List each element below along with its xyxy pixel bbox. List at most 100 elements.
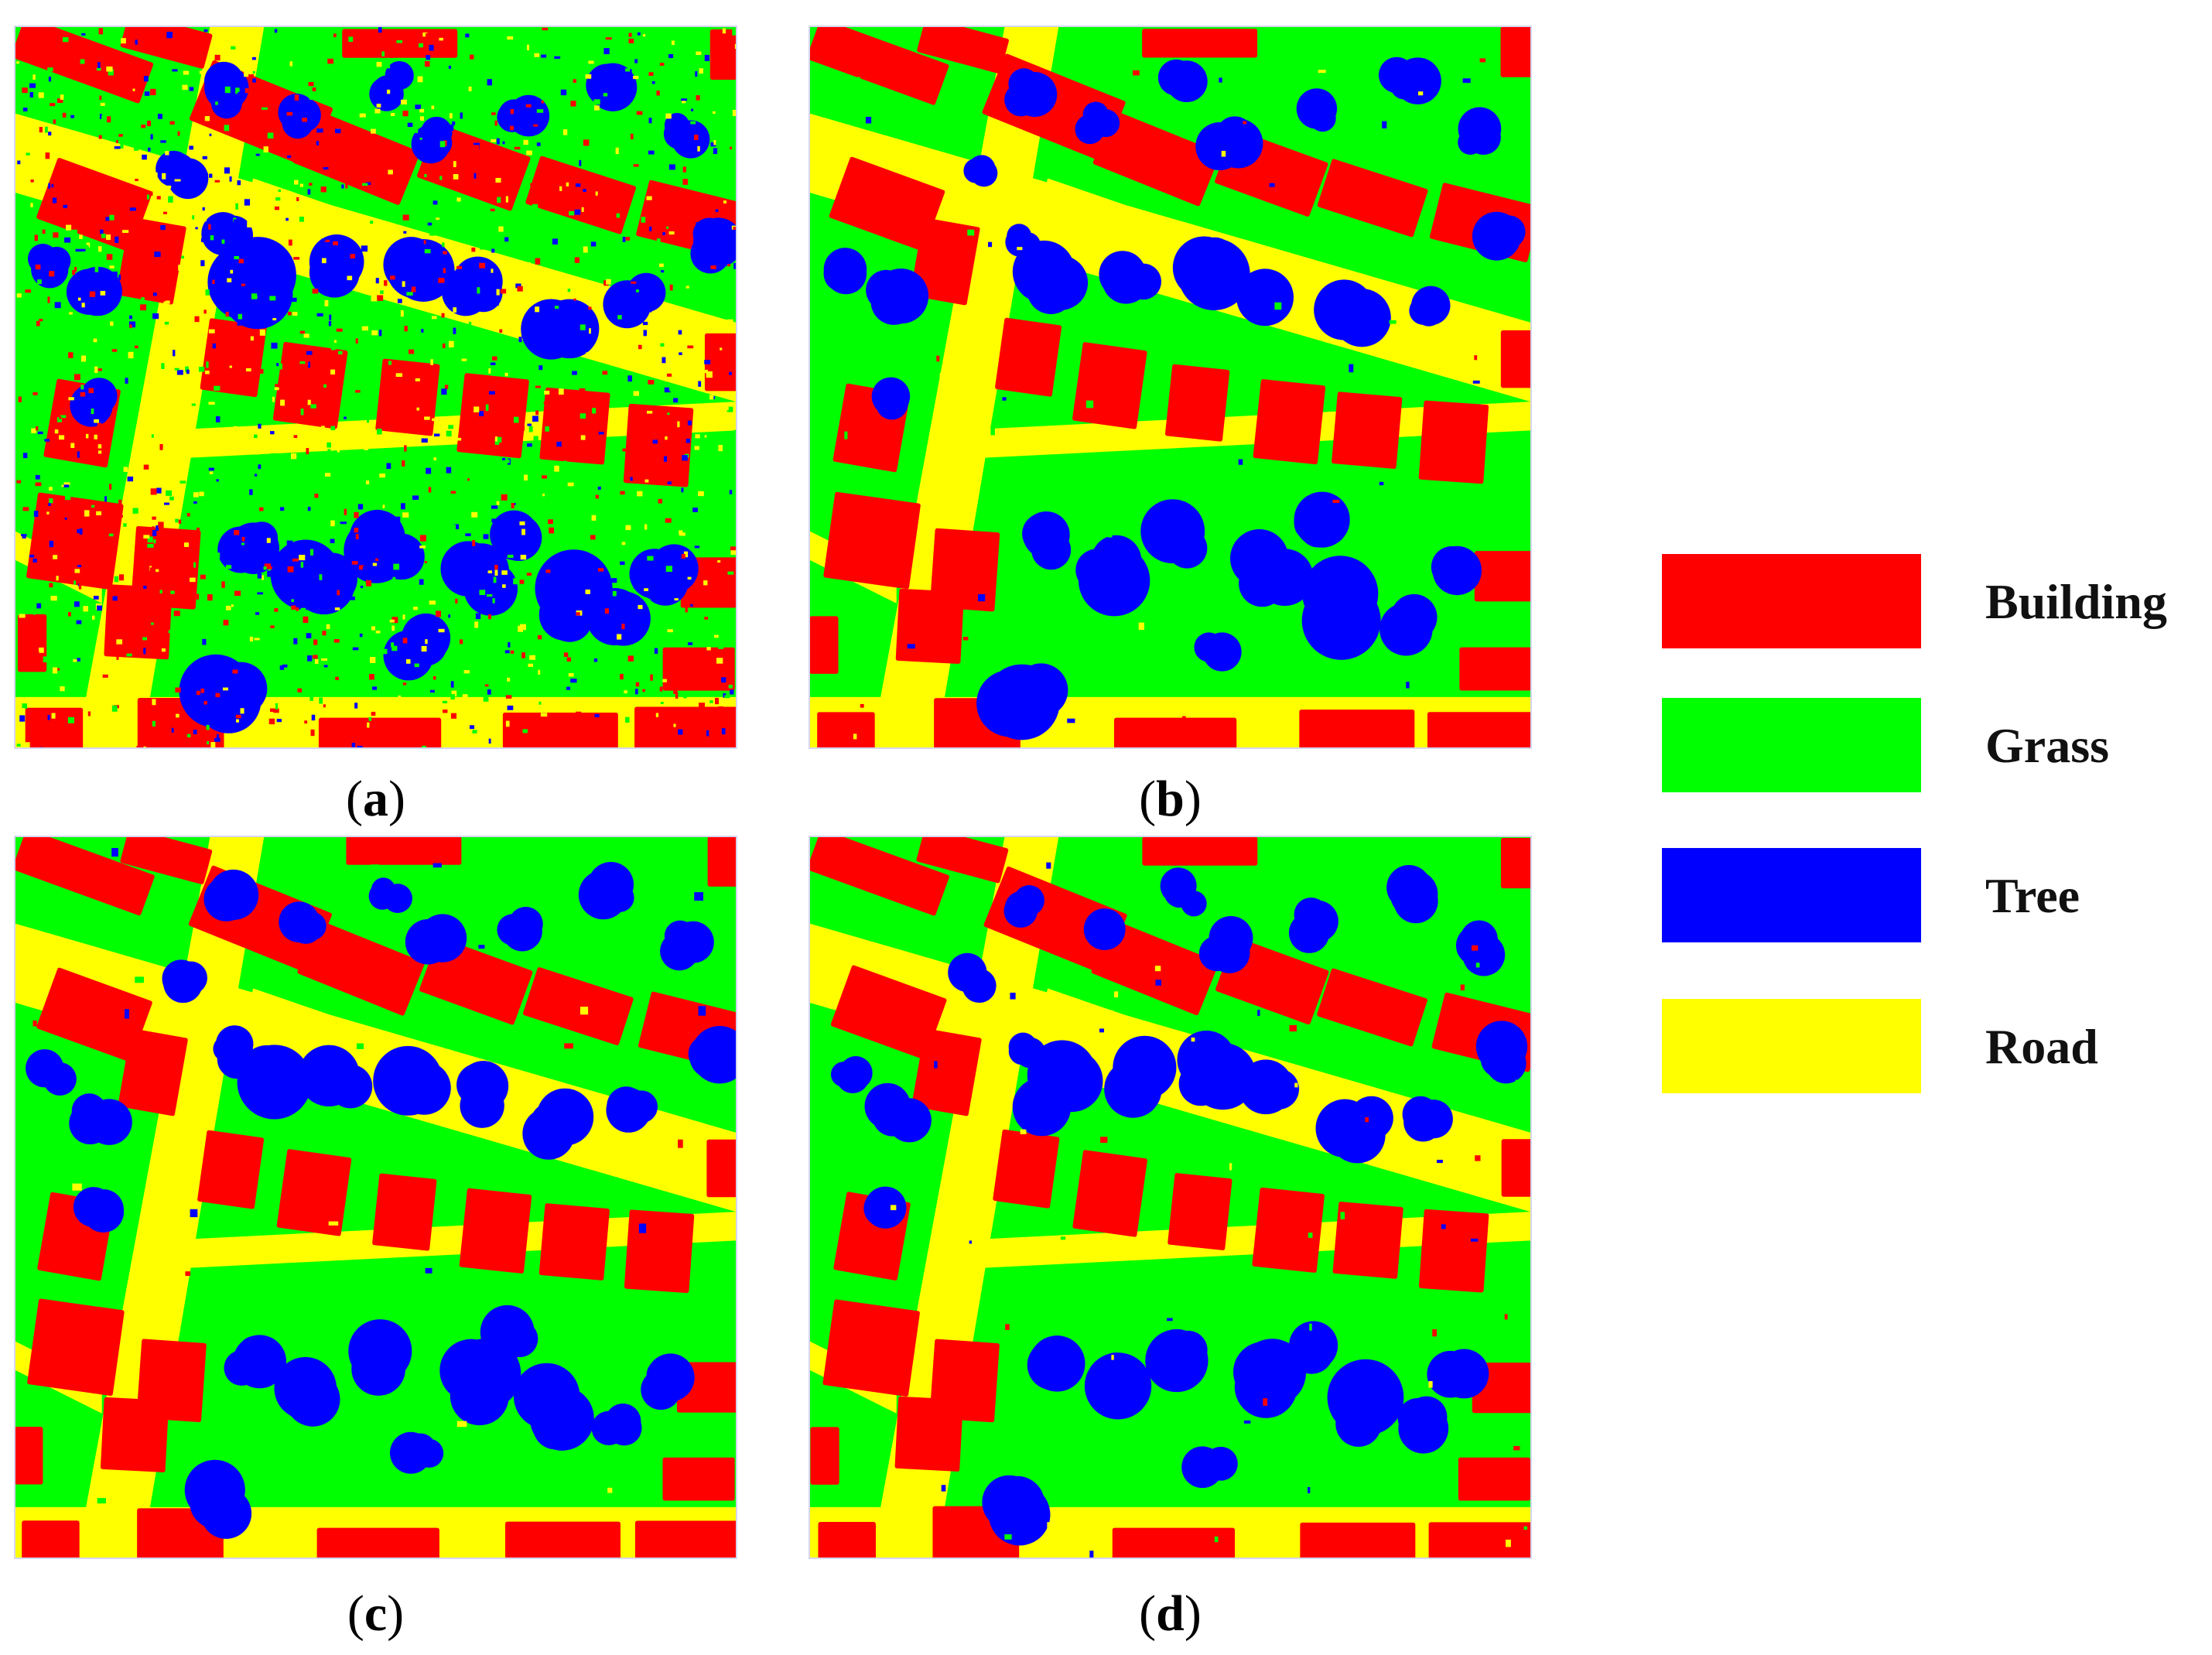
noise-pixel: [163, 300, 170, 304]
legend-swatch-road: [1662, 999, 1921, 1093]
noise-pixel: [134, 146, 139, 151]
noise-pixel: [193, 562, 196, 568]
noise-pixel: [605, 727, 610, 733]
noise-pixel: [505, 196, 508, 203]
noise-pixel: [203, 29, 208, 32]
noise-pixel: [166, 32, 173, 39]
noise-pixel: [492, 356, 497, 361]
noise-pixel: [1432, 1328, 1438, 1337]
noise-pixel: [197, 598, 203, 604]
noise-pixel: [462, 720, 467, 724]
building-region: [26, 492, 124, 590]
noise-pixel: [142, 637, 147, 641]
noise-pixel: [151, 434, 154, 438]
noise-pixel: [417, 76, 423, 83]
noise-pixel: [683, 551, 689, 558]
noise-pixel: [424, 416, 430, 420]
noise-pixel: [309, 183, 313, 186]
map-svg-b: [810, 27, 1530, 747]
noise-pixel: [74, 267, 77, 272]
noise-pixel: [569, 210, 575, 216]
noise-pixel: [378, 330, 382, 337]
noise-pixel: [121, 38, 126, 44]
noise-pixel: [502, 584, 506, 588]
noise-pixel: [152, 529, 157, 536]
noise-pixel: [558, 388, 564, 395]
noise-pixel: [520, 264, 525, 271]
noise-pixel: [566, 318, 572, 321]
noise-pixel: [225, 311, 229, 317]
noise-pixel: [46, 190, 51, 197]
building-region: [1113, 717, 1237, 747]
noise-pixel: [21, 80, 26, 84]
noise-pixel: [282, 664, 288, 668]
noise-pixel: [395, 326, 400, 330]
noise-pixel: [627, 655, 634, 662]
noise-pixel: [375, 631, 381, 634]
tree-region: [1315, 1099, 1374, 1157]
noise-pixel: [193, 492, 199, 498]
noise-pixel: [727, 406, 733, 412]
tree-region: [530, 1102, 571, 1143]
noise-pixel: [330, 345, 336, 350]
noise-pixel: [69, 312, 73, 315]
noise-pixel: [208, 224, 211, 230]
noise-pixel: [160, 225, 166, 231]
building-region: [810, 1427, 839, 1485]
noise-pixel: [580, 435, 586, 440]
building-region: [823, 491, 921, 590]
noise-pixel: [51, 184, 54, 188]
building-region: [276, 1149, 352, 1236]
tree-region: [1140, 499, 1205, 564]
noise-pixel: [491, 248, 495, 253]
classification-map-a: [14, 26, 737, 749]
noise-pixel: [673, 398, 679, 403]
noise-pixel: [494, 303, 499, 306]
noise-pixel: [402, 110, 409, 117]
noise-pixel: [668, 231, 675, 235]
noise-pixel: [563, 460, 567, 464]
noise-pixel: [52, 667, 58, 674]
noise-pixel: [170, 681, 177, 687]
building-region: [120, 837, 213, 884]
noise-pixel: [483, 696, 489, 702]
noise-pixel: [38, 92, 44, 98]
noise-pixel: [100, 229, 104, 234]
noise-pixel: [648, 405, 651, 410]
noise-pixel: [718, 445, 723, 452]
tree-region: [1414, 297, 1444, 327]
noise-pixel: [237, 232, 244, 238]
noise-pixel: [668, 362, 672, 367]
noise-pixel: [620, 673, 624, 680]
noise-pixel: [1257, 1010, 1260, 1017]
noise-pixel: [419, 579, 424, 585]
noise-pixel: [673, 689, 678, 694]
noise-pixel: [320, 426, 325, 429]
noise-pixel: [378, 186, 383, 190]
noise-pixel: [962, 637, 969, 641]
noise-pixel: [664, 501, 669, 508]
noise-pixel: [566, 657, 572, 662]
noise-pixel: [513, 578, 520, 585]
noise-pixel: [67, 716, 74, 723]
noise-pixel: [538, 701, 542, 705]
noise-pixel: [393, 563, 400, 570]
tree-region: [454, 543, 509, 599]
noise-pixel: [552, 238, 559, 245]
noise-pixel: [263, 146, 268, 153]
noise-pixel: [200, 260, 205, 267]
noise-pixel: [244, 199, 251, 206]
noise-pixel: [581, 207, 584, 212]
noise-pixel: [560, 89, 567, 96]
noise-pixel: [78, 583, 82, 590]
noise-pixel: [699, 68, 703, 74]
noise-pixel: [376, 428, 382, 435]
noise-pixel: [1010, 992, 1016, 1000]
noise-pixel: [595, 191, 598, 196]
noise-pixel: [687, 642, 693, 645]
noise-pixel: [230, 269, 234, 274]
noise-pixel: [429, 600, 436, 605]
noise-pixel: [325, 118, 332, 125]
noise-pixel: [544, 115, 547, 121]
noise-pixel: [293, 435, 298, 439]
